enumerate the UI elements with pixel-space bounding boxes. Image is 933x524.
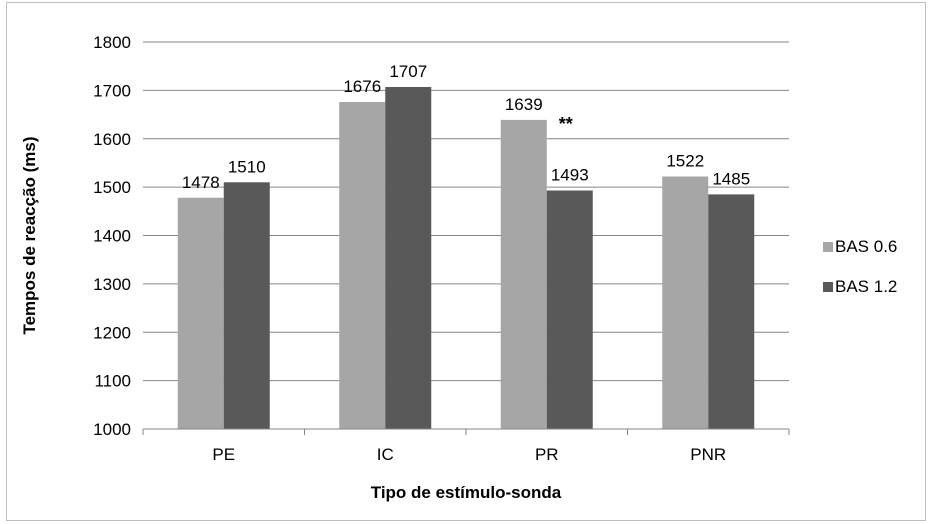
x-tick-label: PE [212, 445, 235, 464]
bar [708, 194, 755, 429]
bars [177, 86, 755, 430]
y-axis-ticks: 1000 1100 1200 1300 1400 1500 1600 1700 1800 [93, 33, 131, 439]
data-label: 1493 [551, 166, 589, 185]
y-tick-label: 1000 [93, 420, 131, 439]
y-tick-label: 1200 [93, 323, 131, 342]
data-label: 1485 [712, 169, 750, 188]
y-tick-label: 1100 [94, 372, 131, 391]
bar [546, 190, 593, 429]
annotations: ** [559, 114, 573, 134]
data-label: 1639 [505, 95, 543, 114]
x-axis-ticks: PE IC PR PNR [142, 429, 790, 464]
x-tick-label: IC [377, 445, 394, 464]
y-tick-label: 1500 [93, 178, 131, 197]
data-label: 1707 [389, 62, 427, 81]
y-tick-label: 1700 [93, 81, 131, 100]
bar [223, 182, 270, 429]
data-label: 1522 [666, 151, 704, 170]
data-label: 1478 [182, 173, 220, 192]
x-tick-label: PNR [690, 445, 726, 464]
legend-label: BAS 0.6 [835, 237, 897, 256]
significance-marker: ** [559, 114, 573, 134]
y-tick-label: 1400 [93, 227, 131, 246]
y-tick-label: 1800 [93, 33, 131, 52]
x-tick-label: PR [535, 445, 559, 464]
bar [500, 119, 547, 429]
legend: BAS 0.6 BAS 1.2 [823, 237, 897, 296]
bar [339, 101, 386, 430]
bar [177, 197, 224, 429]
data-label: 1510 [228, 157, 266, 176]
y-tick-label: 1600 [93, 130, 131, 149]
data-labels: 1478 1510 1676 1707 1639 1493 1522 1485 [182, 62, 750, 192]
chart-frame [6, 2, 926, 521]
bar [662, 176, 709, 429]
legend-label: BAS 1.2 [835, 277, 897, 296]
y-axis-title: Tempos de reacção (ms) [20, 136, 39, 334]
legend-swatch [823, 242, 833, 252]
bar [385, 86, 432, 430]
y-tick-label: 1300 [93, 275, 131, 294]
legend-swatch [823, 282, 833, 292]
x-axis-title: Tipo de estímulo-sonda [371, 483, 562, 502]
data-label: 1676 [343, 77, 381, 96]
